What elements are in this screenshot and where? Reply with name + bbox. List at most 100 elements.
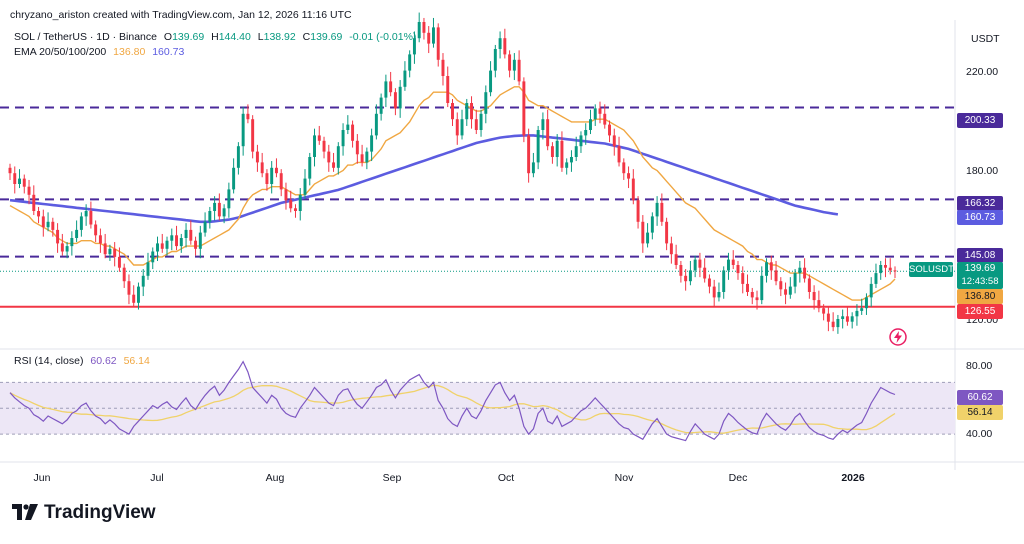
candle-body	[127, 281, 131, 295]
candle-body	[146, 262, 150, 276]
lightning-icon[interactable]	[888, 327, 908, 347]
candle-body	[470, 103, 474, 120]
candle-body	[222, 208, 226, 217]
rsi-value: 60.62	[90, 355, 117, 367]
candle-body	[270, 167, 274, 184]
ema-value-1: 136.80	[113, 46, 146, 58]
level-tag-145: 145.08	[957, 248, 1003, 263]
candle-body	[265, 173, 269, 184]
symbol-label[interactable]: SOL / TetherUS · 1D · Binance	[14, 31, 157, 43]
candle-body	[351, 124, 355, 141]
candle-body	[403, 70, 407, 87]
candle-body	[22, 178, 26, 187]
candle-body	[170, 235, 174, 241]
x-tick: Nov	[614, 472, 634, 484]
candle-body	[408, 54, 412, 71]
candle-body	[693, 259, 697, 271]
candle-body	[536, 130, 540, 163]
candle-body	[284, 189, 288, 201]
currency-button[interactable]: USDT	[971, 33, 1000, 45]
candle-body	[717, 292, 721, 298]
rsi-legend[interactable]: RSI (14, close) 60.62 56.14	[14, 355, 154, 367]
candle-body	[788, 286, 792, 295]
candle-body	[89, 211, 93, 225]
candle-body	[175, 235, 179, 247]
candle-body	[70, 238, 74, 247]
candle-body	[108, 248, 112, 255]
candle-body	[569, 157, 573, 163]
x-tick: Jun	[33, 472, 51, 484]
candle-body	[893, 270, 897, 272]
candle-body	[8, 167, 12, 174]
high-value: 144.40	[218, 31, 251, 43]
rsi-ma-line	[9, 384, 896, 434]
candle-body	[313, 135, 316, 157]
candle-body	[841, 316, 845, 319]
candle-body	[13, 173, 17, 184]
candle-body	[194, 240, 198, 249]
tradingview-wordmark: TradingView	[44, 502, 156, 523]
candle-body	[75, 229, 79, 238]
candle-body	[707, 278, 711, 287]
candle-body	[189, 229, 193, 241]
candle-body	[826, 313, 830, 322]
candle-body	[141, 275, 145, 287]
candle-body	[741, 273, 745, 284]
candle-body	[774, 270, 778, 282]
candle-body	[612, 135, 616, 147]
candle-body	[427, 32, 431, 44]
candle-body	[479, 113, 483, 130]
candle-body	[379, 97, 383, 114]
x-tick: Dec	[728, 472, 748, 484]
tradingview-logo[interactable]: TradingView	[12, 502, 156, 524]
candle-body	[317, 135, 321, 141]
candle-body	[484, 92, 488, 114]
candle-body	[807, 278, 811, 292]
symbol-tag[interactable]: SOLUSDT	[909, 262, 954, 277]
candle-body	[279, 173, 283, 190]
candle-body	[260, 162, 264, 174]
last-price: 139.69	[964, 263, 996, 274]
low-label: L	[257, 31, 264, 43]
open-value: 139.69	[172, 31, 205, 43]
x-tick: Jul	[150, 472, 164, 484]
candle-body	[136, 286, 140, 303]
candle-body	[412, 38, 416, 55]
candle-body	[336, 146, 340, 168]
candle-body	[46, 221, 50, 228]
ema-legend[interactable]: EMA 20/50/100/200 136.80 160.73	[14, 46, 188, 58]
ema-label: EMA 20/50/100/200	[14, 46, 107, 58]
candle-body	[255, 151, 259, 163]
candle-body	[32, 194, 36, 211]
level-tag-166: 166.32	[957, 196, 1003, 211]
candle-body	[584, 130, 588, 136]
tv-logo-icon	[12, 502, 38, 524]
candle-body	[65, 246, 69, 252]
open-label: O	[163, 31, 173, 43]
ema-long-tag: 160.73	[957, 210, 1003, 225]
candle-body	[579, 135, 583, 147]
last-price-tag: 139.69 12:43:58	[957, 262, 1003, 289]
candle-body	[360, 154, 364, 163]
low-value: 138.92	[263, 31, 296, 43]
rsi-ma-value: 56.14	[123, 355, 150, 367]
candle-body	[546, 119, 550, 147]
candle-body	[864, 297, 868, 309]
rsi-line	[9, 360, 896, 442]
candle-body	[355, 140, 359, 155]
candle-body	[227, 189, 231, 209]
candle-body	[598, 108, 602, 114]
candle-body	[541, 119, 545, 130]
candle-body	[860, 308, 864, 311]
candle-body	[455, 119, 459, 136]
candle-body	[698, 259, 702, 268]
candle-body	[631, 178, 635, 201]
candle-body	[636, 200, 640, 222]
candle-body	[874, 273, 878, 284]
x-tick: 2026	[841, 472, 865, 484]
level-tag-200: 200.33	[957, 113, 1003, 128]
candle-body	[289, 200, 293, 209]
candle-body	[879, 265, 883, 274]
